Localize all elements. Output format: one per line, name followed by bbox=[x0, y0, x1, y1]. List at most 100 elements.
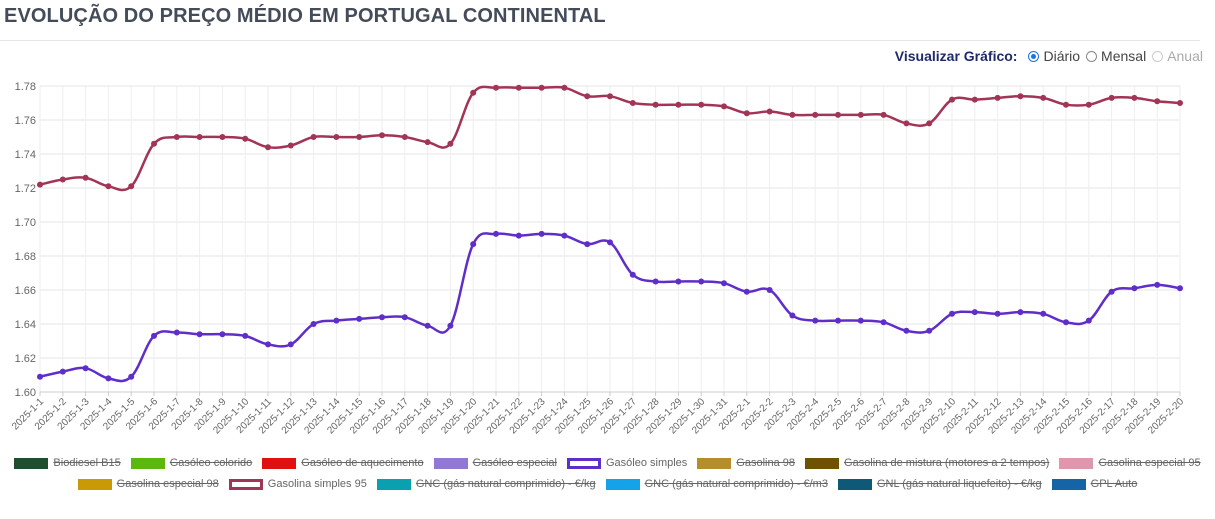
data-point-gasoleo-simples bbox=[470, 241, 477, 248]
legend-label: Gasolina de mistura (motores a 2 tempos) bbox=[844, 457, 1050, 469]
legend-item[interactable]: Gasóleo colorido bbox=[130, 457, 253, 469]
legend-item[interactable]: Biodiesel B15 bbox=[14, 457, 121, 469]
data-point-gasolina-simples-95 bbox=[173, 134, 180, 140]
y-tick-label: 1.66 bbox=[15, 285, 36, 297]
data-point-gasolina-simples-95 bbox=[698, 101, 705, 108]
view-option-monthly[interactable]: Mensal bbox=[1086, 48, 1146, 64]
page-title: EVOLUÇÃO DO PREÇO MÉDIO EM PORTUGAL CONT… bbox=[4, 5, 606, 27]
y-tick-label: 1.60 bbox=[15, 387, 36, 399]
legend-item[interactable]: Gasóleo especial bbox=[433, 457, 557, 469]
legend-item[interactable]: GNC (gás natural comprimido) - €/m3 bbox=[605, 478, 828, 490]
data-point-gasoleo-simples bbox=[37, 373, 43, 380]
data-point-gasoleo-simples bbox=[903, 327, 910, 334]
title-divider bbox=[0, 40, 1200, 41]
legend-item[interactable]: Gasóleo simples bbox=[566, 457, 687, 469]
data-point-gasoleo-simples bbox=[447, 322, 454, 329]
data-point-gasoleo-simples bbox=[219, 331, 226, 338]
data-point-gasolina-simples-95 bbox=[105, 183, 112, 190]
legend-label: GNC (gás natural comprimido) - €/m3 bbox=[644, 478, 828, 490]
legend-item[interactable]: Gasolina especial 98 bbox=[77, 478, 219, 490]
data-point-gasoleo-simples bbox=[173, 329, 180, 336]
data-point-gasolina-simples-95 bbox=[424, 139, 431, 146]
data-point-gasoleo-simples bbox=[675, 278, 682, 285]
data-point-gasoleo-simples bbox=[1108, 288, 1115, 295]
data-point-gasoleo-simples bbox=[607, 239, 613, 246]
data-point-gasoleo-simples bbox=[1040, 310, 1047, 317]
legend-label: Gasóleo colorido bbox=[169, 457, 253, 469]
legend-label: Gasóleo especial bbox=[472, 457, 557, 469]
data-point-gasolina-simples-95 bbox=[538, 84, 545, 91]
data-point-gasoleo-simples bbox=[629, 271, 636, 278]
legend-label: Gasolina 98 bbox=[736, 457, 796, 469]
data-point-gasolina-simples-95 bbox=[971, 96, 978, 103]
data-point-gasolina-simples-95 bbox=[265, 144, 271, 151]
view-option-daily[interactable]: Diário bbox=[1028, 48, 1080, 64]
y-tick-label: 1.78 bbox=[15, 81, 36, 93]
legend-swatch bbox=[1051, 478, 1086, 490]
data-point-gasolina-simples-95 bbox=[82, 174, 89, 181]
legend-item[interactable]: GPL Auto bbox=[1051, 478, 1137, 490]
data-point-gasoleo-simples bbox=[926, 327, 933, 334]
legend-item[interactable]: GNC (gás natural comprimido) - €/kg bbox=[376, 478, 596, 490]
legend-item[interactable]: Gasolina especial 95 bbox=[1059, 457, 1201, 469]
data-point-gasolina-simples-95 bbox=[1040, 94, 1047, 101]
legend-item[interactable]: Gasóleo de aquecimento bbox=[262, 457, 424, 469]
data-point-gasolina-simples-95 bbox=[721, 103, 727, 110]
legend-label: Gasolina especial 95 bbox=[1098, 457, 1201, 469]
legend-row: Gasolina especial 98 Gasolina simples 95 G… bbox=[0, 478, 1215, 490]
data-point-gasolina-simples-95 bbox=[242, 135, 249, 142]
data-point-gasolina-simples-95 bbox=[584, 93, 591, 100]
y-tick-label: 1.62 bbox=[15, 353, 36, 365]
monthly-radio[interactable] bbox=[1086, 50, 1098, 62]
view-option-monthly-label: Mensal bbox=[1101, 48, 1147, 64]
legend-swatch bbox=[130, 457, 165, 469]
data-point-gasoleo-simples bbox=[105, 375, 112, 382]
data-point-gasoleo-simples bbox=[379, 314, 385, 321]
data-point-gasoleo-simples bbox=[515, 232, 522, 239]
data-point-gasoleo-simples bbox=[880, 319, 887, 326]
data-point-gasoleo-simples bbox=[287, 341, 294, 348]
legend-item[interactable]: Gasolina simples 95 bbox=[228, 478, 367, 490]
data-point-gasolina-simples-95 bbox=[812, 111, 819, 118]
data-point-gasolina-simples-95 bbox=[59, 176, 66, 183]
data-point-gasolina-simples-95 bbox=[743, 110, 750, 117]
data-point-gasoleo-simples bbox=[82, 365, 89, 372]
data-point-gasolina-simples-95 bbox=[857, 111, 864, 118]
data-point-gasolina-simples-95 bbox=[561, 84, 568, 91]
legend-swatch bbox=[1059, 457, 1094, 469]
data-point-gasolina-simples-95 bbox=[1177, 100, 1183, 106]
data-point-gasolina-simples-95 bbox=[675, 101, 682, 108]
legend-swatch bbox=[605, 478, 640, 490]
data-point-gasolina-simples-95 bbox=[1131, 94, 1138, 101]
data-point-gasoleo-simples bbox=[265, 341, 271, 348]
daily-radio[interactable] bbox=[1028, 50, 1040, 62]
y-tick-label: 1.72 bbox=[15, 183, 36, 195]
legend-label: Gasóleo de aquecimento bbox=[301, 457, 424, 469]
legend-label: Gasolina especial 98 bbox=[116, 478, 219, 490]
data-point-gasoleo-simples bbox=[333, 317, 340, 324]
legend-row: Biodiesel B15 Gasóleo colorido Gasóleo de … bbox=[0, 457, 1215, 469]
data-point-gasoleo-simples bbox=[766, 287, 773, 293]
view-option-annual: Anual bbox=[1152, 48, 1203, 64]
legend-swatch bbox=[566, 457, 601, 469]
data-point-gasolina-simples-95 bbox=[1154, 98, 1161, 105]
data-point-gasoleo-simples bbox=[1131, 285, 1138, 292]
data-point-gasolina-simples-95 bbox=[835, 111, 841, 118]
legend-label: Gasolina simples 95 bbox=[267, 478, 367, 490]
data-point-gasoleo-simples bbox=[721, 280, 727, 287]
data-point-gasoleo-simples bbox=[1063, 319, 1069, 326]
data-point-gasoleo-simples bbox=[1017, 309, 1024, 316]
data-point-gasoleo-simples bbox=[1085, 317, 1092, 324]
data-point-gasolina-simples-95 bbox=[903, 120, 910, 127]
data-point-gasoleo-simples bbox=[743, 288, 750, 295]
view-option-annual-label: Anual bbox=[1167, 48, 1203, 64]
legend-item[interactable]: GNL (gás natural liquefeito) - €/kg bbox=[837, 478, 1042, 490]
data-point-gasoleo-simples bbox=[424, 322, 431, 329]
annual-radio bbox=[1152, 50, 1164, 62]
legend-swatch bbox=[697, 457, 732, 469]
view-label: Visualizar Gráfico: bbox=[894, 48, 1018, 64]
legend-item[interactable]: Gasolina de mistura (motores a 2 tempos) bbox=[805, 457, 1049, 469]
legend-label: Biodiesel B15 bbox=[53, 457, 121, 469]
legend-item[interactable]: Gasolina 98 bbox=[697, 457, 795, 469]
data-point-gasolina-simples-95 bbox=[629, 100, 636, 106]
